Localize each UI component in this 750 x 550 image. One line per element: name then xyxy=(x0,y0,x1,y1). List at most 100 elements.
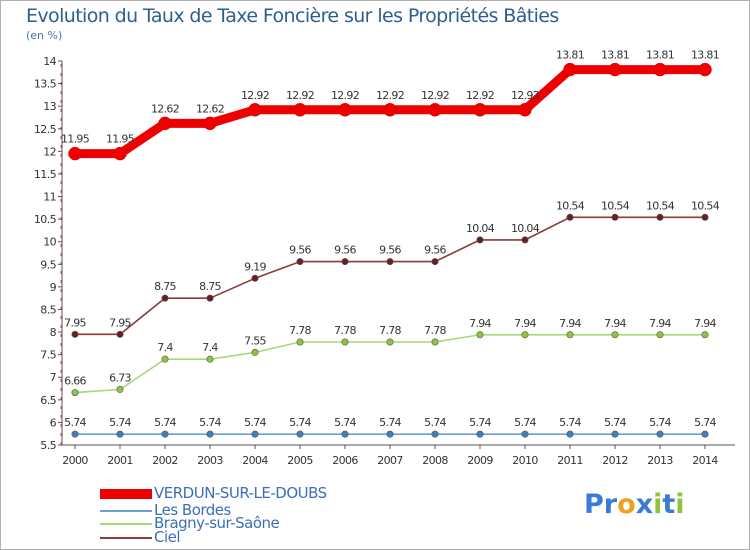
y-tick-label: 10.5 xyxy=(34,213,57,226)
logo-letter: i xyxy=(675,489,685,520)
data-point xyxy=(566,430,574,438)
data-point xyxy=(116,385,124,393)
data-point xyxy=(341,430,349,438)
data-label: 7.78 xyxy=(289,324,311,337)
data-point xyxy=(431,338,439,346)
data-label: 7.94 xyxy=(649,317,671,330)
y-tick-label: 8.5 xyxy=(40,303,56,316)
data-label: 12.92 xyxy=(466,89,494,102)
data-label: 12.62 xyxy=(151,102,179,115)
data-label: 10.54 xyxy=(646,199,675,212)
data-point xyxy=(476,331,484,339)
data-label: 11.95 xyxy=(61,133,90,146)
logo-letter: x xyxy=(635,489,654,520)
data-label: 9.19 xyxy=(244,260,266,273)
data-label: 5.74 xyxy=(109,416,131,429)
chart-unit-label: (en %) xyxy=(26,29,63,42)
data-point xyxy=(296,430,304,438)
data-label: 8.75 xyxy=(199,280,221,293)
data-point xyxy=(701,331,709,339)
x-tick-label: 2002 xyxy=(152,454,178,467)
data-label: 9.56 xyxy=(424,244,446,257)
x-tick-label: 2003 xyxy=(197,454,223,467)
data-point xyxy=(161,294,169,302)
legend-label: Bragny-sur-Saône xyxy=(154,514,280,532)
data-point xyxy=(473,103,487,117)
y-tick-label: 9.5 xyxy=(40,258,56,271)
x-tick-label: 2005 xyxy=(287,454,313,467)
data-label: 5.74 xyxy=(694,416,716,429)
data-label: 5.74 xyxy=(244,416,266,429)
x-tick-label: 2006 xyxy=(332,454,358,467)
y-tick-label: 8 xyxy=(50,326,57,339)
data-label: 12.62 xyxy=(196,102,224,115)
data-label: 13.81 xyxy=(691,49,719,62)
data-point xyxy=(431,430,439,438)
y-tick-label: 5.5 xyxy=(40,439,56,452)
legend-label: Ciel xyxy=(154,528,181,546)
data-point xyxy=(656,430,664,438)
data-point xyxy=(521,236,529,244)
data-point xyxy=(383,103,397,117)
data-point xyxy=(611,331,619,339)
data-point xyxy=(161,355,169,363)
y-tick-label: 14 xyxy=(43,55,56,68)
data-point xyxy=(341,338,349,346)
y-tick-label: 13 xyxy=(43,100,56,113)
legend-swatch xyxy=(100,523,152,525)
data-label: 12.92 xyxy=(511,89,539,102)
y-tick-label: 6 xyxy=(50,416,57,429)
x-tick-label: 2013 xyxy=(647,454,673,467)
data-label: 5.74 xyxy=(424,416,446,429)
data-point xyxy=(71,389,79,397)
data-point xyxy=(611,213,619,221)
data-label: 12.92 xyxy=(376,89,404,102)
data-point xyxy=(161,430,169,438)
legend-label: VERDUN-SUR-LE-DOUBS xyxy=(154,484,327,502)
data-point xyxy=(251,348,259,356)
data-point xyxy=(521,331,529,339)
data-point xyxy=(518,103,532,117)
data-label: 10.54 xyxy=(601,199,630,212)
data-label: 5.74 xyxy=(334,416,356,429)
legend-swatch xyxy=(100,510,152,512)
data-point xyxy=(296,258,304,266)
chart-title: Evolution du Taux de Taxe Foncière sur l… xyxy=(26,5,559,27)
data-point xyxy=(563,62,577,77)
data-point xyxy=(566,213,574,221)
data-point xyxy=(338,103,352,117)
y-tick-label: 13.5 xyxy=(34,78,57,91)
data-label: 7.95 xyxy=(64,316,86,329)
data-label: 5.74 xyxy=(559,416,581,429)
data-label: 9.56 xyxy=(379,244,401,257)
data-point xyxy=(251,430,259,438)
x-tick-label: 2012 xyxy=(602,454,628,467)
data-label: 9.56 xyxy=(334,244,356,257)
data-point xyxy=(476,430,484,438)
legend-swatch xyxy=(100,489,152,499)
data-label: 13.81 xyxy=(556,49,584,62)
data-label: 7.78 xyxy=(379,324,401,337)
data-point xyxy=(116,330,124,338)
data-label: 5.74 xyxy=(514,416,536,429)
data-label: 7.4 xyxy=(157,341,173,354)
data-point xyxy=(158,116,172,131)
x-tick-label: 2007 xyxy=(377,454,403,467)
legend-swatch xyxy=(100,537,152,539)
legend-label: Les Bordes xyxy=(154,501,231,519)
data-label: 10.54 xyxy=(556,199,585,212)
data-label: 7.94 xyxy=(469,317,491,330)
data-label: 12.92 xyxy=(286,89,314,102)
data-point xyxy=(521,430,529,438)
data-label: 7.94 xyxy=(559,317,581,330)
data-label: 10.04 xyxy=(466,222,495,235)
y-tick-label: 11.5 xyxy=(34,168,57,181)
data-label: 7.78 xyxy=(424,324,446,337)
data-point xyxy=(428,103,442,117)
proxiti-logo: Proxiti xyxy=(584,489,685,520)
data-label: 13.81 xyxy=(601,49,629,62)
data-label: 6.73 xyxy=(109,371,131,384)
data-label: 7.94 xyxy=(694,317,716,330)
logo-letter: i xyxy=(653,489,663,520)
x-tick-label: 2004 xyxy=(242,454,268,467)
